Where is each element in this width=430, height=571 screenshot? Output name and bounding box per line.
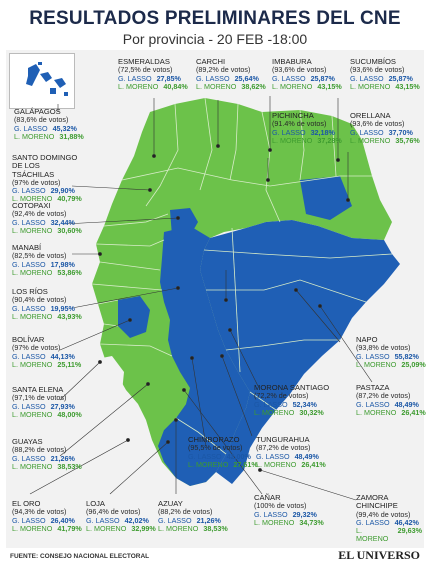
source-note: FUENTE: CONSEJO NACIONAL ELECTORAL [10,553,150,560]
page-title: RESULTADOS PRELIMINARES DEL CNE [29,8,401,29]
province-label-azuay: AZUAY (88,2% de votos) G. LASSO 21,26% L.… [158,499,228,533]
province-label-el-oro: EL ORO (94,3% de votos) G. LASSO 26,40% L… [12,499,82,533]
province-label-morona-santiago: MORONA SANTIAGO (72,2% de votos) G. LASS… [254,383,330,417]
province-label-tungurahua: TUNGURAHUA (87,2% de votos) G. LASSO 48,4… [256,435,326,469]
province-label-chimborazo: CHIMBORAZO (95,5% de votos) G. LASSO 42,0… [188,435,258,469]
province-label-bolivar: BOLÍVAR (97% de votos) G. LASSO 44,13% L.… [12,335,82,369]
brand-logo: EL UNIVERSO [338,548,420,562]
galapagos-inset [9,53,75,109]
province-label-guayas: GUAYAS (88,2% de votos) G. LASSO 21,26% L… [12,437,82,471]
province-label-orellana: ORELLANA (93,6% de votos) G. LASSO 37,70%… [350,111,420,145]
province-label-carchi: CARCHI (89,2% de votos) G. LASSO 25,64% L… [196,57,266,91]
map-region-lasso-orellana [300,176,352,220]
map-gulf-water [90,356,124,408]
province-label-loja: LOJA (96,4% de votos) G. LASSO 42,02% L. … [86,499,156,533]
province-label-los-rios: LOS RÍOS (90,4% de votos) G. LASSO 19,95%… [12,287,82,321]
page-subtitle: Por provincia - 20 FEB -18:00 [122,31,308,47]
map-region-lasso-bolivar [118,296,150,338]
province-label-santo-domingo: SANTO DOMINGO DE LOS TSÁCHILAS (97% de v… [12,153,82,204]
province-label-zamora-chinchipe: ZAMORA CHINCHIPE (99,4% de votos) G. LAS… [356,493,422,544]
province-label-manabi: MANABÍ (82,5% de votos) G. LASSO 17,98% L… [12,243,82,277]
province-label-santa-elena: SANTA ELENA (97,1% de votos) G. LASSO 27,… [12,385,82,419]
galapagos-islands [26,62,68,96]
province-label-galapagos: GALÁPAGOS (83,6% de votos) G. LASSO 45,32… [14,107,84,141]
map-region-lasso-amazon [200,220,400,484]
province-label-imbabura: IMBABURA (93,6% de votos) G. LASSO 25,87%… [272,57,342,91]
map-region-moreno-azuay [144,372,186,430]
map-region-lasso-cotopaxi [170,208,198,236]
province-label-napo: NAPO (93,8% de votos) G. LASSO 55,82% L. … [356,335,426,369]
province-label-pastaza: PASTAZA (87,2% de votos) G. LASSO 48,49% … [356,383,426,417]
province-label-cotopaxi: COTOPAXI (92,4% de votos) G. LASSO 32,44%… [12,201,82,235]
province-label-sucumbios: SUCUMBÍOS (93,6% de votos) G. LASSO 25,87… [350,57,420,91]
province-label-esmeraldas: ESMERALDAS (72,5% de votos) G. LASSO 27,8… [118,57,188,91]
province-label-pichincha: PICHINCHA (91.4% de votos) G. LASSO 32,18… [272,111,342,145]
province-label-canar: CAÑAR (100% de votos) G. LASSO 29,32% L. … [254,493,324,527]
